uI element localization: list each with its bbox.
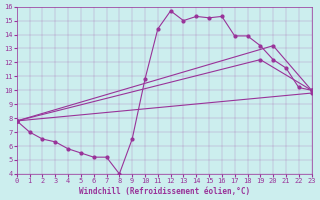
X-axis label: Windchill (Refroidissement éolien,°C): Windchill (Refroidissement éolien,°C): [79, 187, 250, 196]
